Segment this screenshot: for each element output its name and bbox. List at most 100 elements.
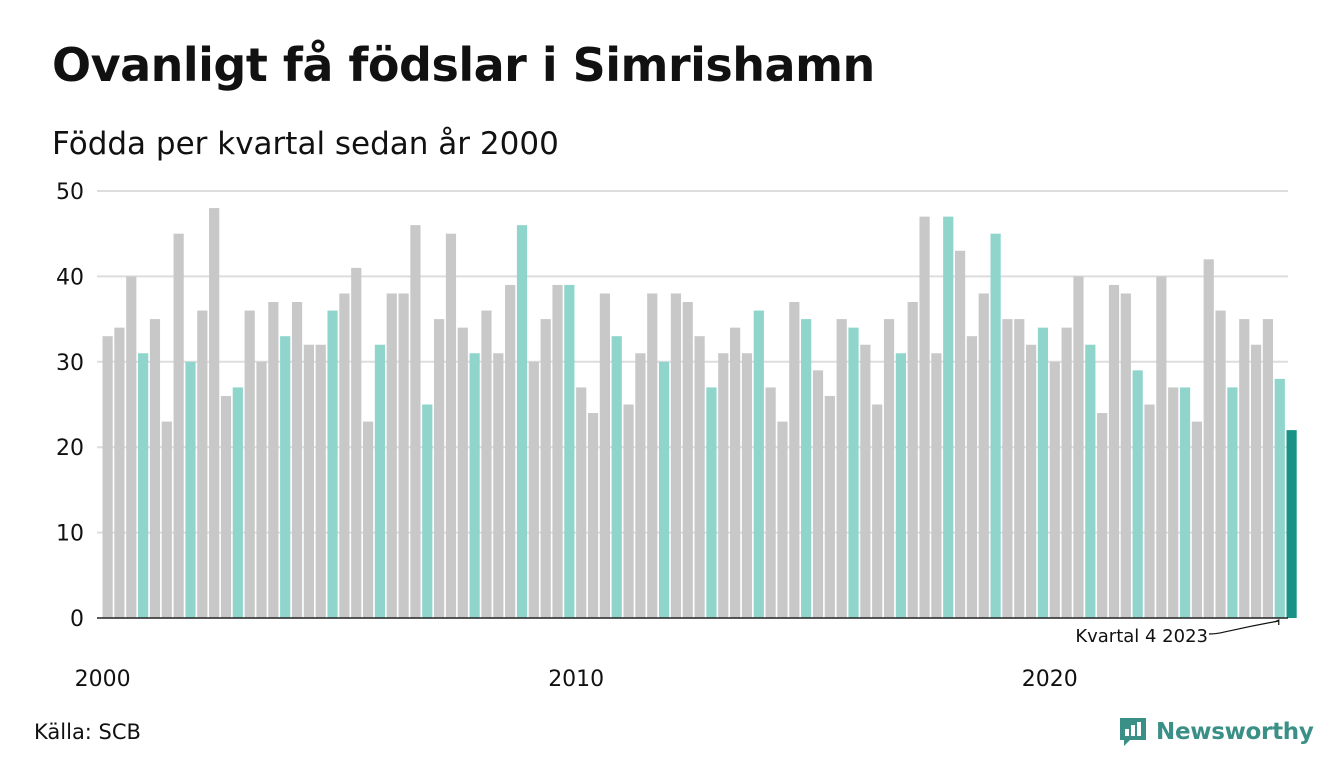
bar	[1239, 319, 1250, 618]
bar	[434, 319, 445, 618]
bar	[848, 327, 859, 618]
bar	[1250, 344, 1262, 618]
bar	[327, 310, 338, 618]
source-note: Källa: SCB	[34, 720, 141, 744]
x-tick-label: 2020	[1022, 667, 1078, 692]
bar	[209, 208, 220, 618]
bar	[872, 404, 883, 618]
bar	[173, 233, 184, 618]
bar	[410, 225, 421, 618]
bar	[753, 310, 764, 618]
y-tick-label: 40	[56, 265, 84, 290]
annotation-arrowhead	[1274, 619, 1280, 625]
bar	[1061, 327, 1072, 618]
bar	[635, 353, 646, 618]
bar	[789, 302, 800, 618]
y-tick-label: 10	[56, 522, 84, 547]
bar	[1179, 387, 1191, 618]
bar	[528, 361, 539, 618]
bar	[481, 310, 492, 618]
bar	[623, 404, 634, 618]
bar	[1191, 421, 1202, 618]
bar	[469, 353, 480, 618]
bar	[339, 293, 350, 618]
brand-logo[interactable]: Newsworthy	[1118, 714, 1314, 750]
bar	[516, 225, 528, 618]
bar	[895, 353, 906, 618]
bar	[1002, 319, 1013, 618]
bar	[351, 267, 362, 618]
y-tick-label: 30	[56, 351, 84, 376]
bar	[386, 293, 397, 618]
bar	[138, 353, 149, 618]
newsworthy-logo-icon	[1120, 718, 1146, 746]
bar	[1097, 413, 1108, 618]
bar	[280, 336, 291, 618]
bar	[801, 319, 812, 618]
bar	[220, 395, 232, 618]
annotation-label: Kvartal 4 2023	[1075, 626, 1208, 647]
bar	[244, 310, 255, 618]
bar	[445, 233, 457, 618]
bar	[303, 344, 314, 618]
bar	[457, 327, 468, 618]
bar	[966, 336, 978, 618]
bar	[398, 293, 409, 618]
bar	[599, 293, 610, 618]
bar	[860, 344, 871, 618]
bar	[161, 421, 172, 618]
bar	[658, 361, 670, 618]
bar	[1108, 284, 1120, 618]
bar	[1168, 387, 1179, 618]
bar	[812, 370, 824, 618]
bar	[493, 353, 504, 618]
bar	[741, 353, 753, 618]
bar	[883, 319, 895, 618]
bar	[1132, 370, 1143, 618]
bar	[540, 319, 551, 618]
bar	[907, 302, 918, 618]
bar	[114, 327, 125, 618]
bar	[102, 336, 113, 618]
bar	[552, 284, 563, 618]
bar	[256, 361, 267, 618]
bar	[362, 421, 374, 618]
bar	[730, 327, 741, 618]
bar	[706, 387, 717, 618]
bar	[291, 302, 303, 618]
bar	[126, 276, 137, 618]
bar	[777, 421, 788, 618]
bar	[1037, 327, 1049, 618]
bar	[1203, 259, 1214, 618]
bar	[576, 387, 587, 618]
y-tick-label: 50	[56, 180, 84, 205]
bar	[232, 387, 243, 618]
bar	[954, 250, 966, 618]
bar	[505, 284, 516, 618]
bar	[765, 387, 776, 618]
bar	[682, 302, 693, 618]
bar	[1262, 319, 1274, 618]
bar	[1227, 387, 1238, 618]
bar	[611, 336, 622, 618]
bar	[1144, 404, 1155, 618]
bar	[1120, 293, 1131, 618]
bar	[422, 404, 433, 618]
chart-subtitle: Födda per kvartal sedan år 2000	[52, 126, 559, 162]
bar	[919, 216, 930, 618]
bar	[931, 353, 942, 618]
bar	[1215, 310, 1226, 618]
x-tick-label: 2010	[548, 667, 604, 692]
bar	[1026, 344, 1037, 618]
bar	[836, 319, 847, 618]
bar	[1085, 344, 1096, 618]
bar	[1274, 378, 1285, 618]
bar	[978, 293, 989, 618]
bar	[185, 361, 196, 618]
bar	[149, 319, 161, 618]
bar	[587, 413, 599, 618]
y-tick-label: 0	[70, 607, 84, 632]
bar	[1049, 361, 1060, 618]
bar	[564, 284, 575, 618]
